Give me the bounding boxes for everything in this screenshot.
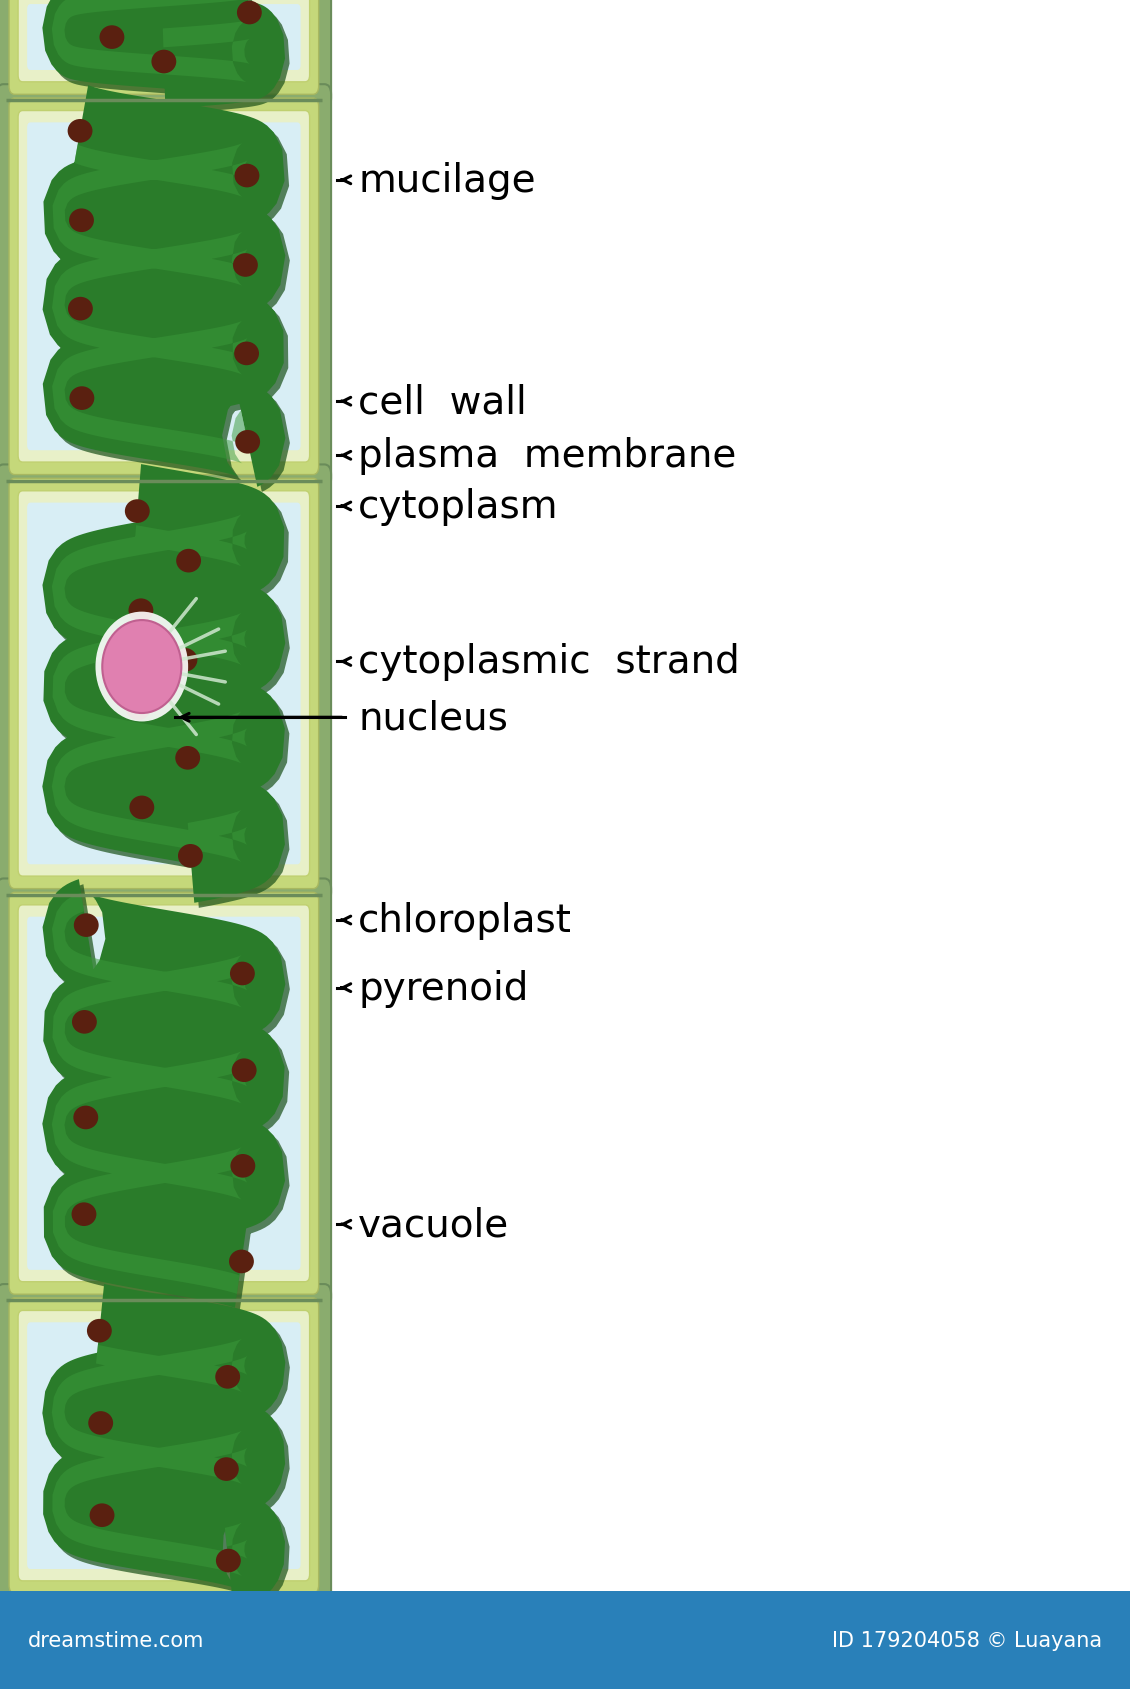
Ellipse shape <box>216 1549 241 1572</box>
Ellipse shape <box>231 1154 255 1177</box>
Ellipse shape <box>125 698 150 721</box>
Text: cytoplasmic  strand: cytoplasmic strand <box>358 644 740 681</box>
Ellipse shape <box>68 297 93 321</box>
Text: plasma  membrane: plasma membrane <box>358 437 737 475</box>
Ellipse shape <box>237 2 262 25</box>
Ellipse shape <box>229 1250 254 1274</box>
Ellipse shape <box>68 120 93 144</box>
Ellipse shape <box>124 500 149 524</box>
Polygon shape <box>52 0 250 83</box>
Ellipse shape <box>88 1412 113 1436</box>
FancyBboxPatch shape <box>27 1322 301 1569</box>
Polygon shape <box>42 464 285 904</box>
Ellipse shape <box>215 1365 240 1388</box>
FancyBboxPatch shape <box>0 878 331 1309</box>
Text: cell  wall: cell wall <box>358 383 527 421</box>
Ellipse shape <box>151 51 176 74</box>
Ellipse shape <box>235 164 260 187</box>
FancyBboxPatch shape <box>18 1311 310 1581</box>
Ellipse shape <box>71 1203 96 1226</box>
Text: ID 179204058 © Luayana: ID 179204058 © Luayana <box>832 1630 1102 1650</box>
FancyBboxPatch shape <box>27 917 301 1270</box>
FancyBboxPatch shape <box>18 111 310 463</box>
Polygon shape <box>52 1339 247 1576</box>
Ellipse shape <box>89 1503 114 1527</box>
Polygon shape <box>46 470 289 909</box>
Ellipse shape <box>234 343 259 367</box>
FancyBboxPatch shape <box>27 123 301 451</box>
Polygon shape <box>42 0 285 110</box>
Text: cytoplasm: cytoplasm <box>358 488 558 525</box>
Text: chloroplast: chloroplast <box>358 902 572 939</box>
FancyBboxPatch shape <box>0 464 331 904</box>
FancyBboxPatch shape <box>9 0 319 95</box>
FancyBboxPatch shape <box>9 893 319 1294</box>
Ellipse shape <box>99 27 124 51</box>
Ellipse shape <box>175 747 200 770</box>
Polygon shape <box>52 893 247 1294</box>
Text: pyrenoid: pyrenoid <box>358 969 529 1007</box>
Bar <box>0 1591 1130 1689</box>
Polygon shape <box>46 1289 290 1613</box>
Ellipse shape <box>232 1059 257 1083</box>
Ellipse shape <box>231 963 255 986</box>
FancyBboxPatch shape <box>27 503 301 865</box>
Text: mucilage: mucilage <box>358 162 536 199</box>
Polygon shape <box>52 144 247 464</box>
FancyBboxPatch shape <box>0 0 331 110</box>
FancyBboxPatch shape <box>18 0 310 83</box>
Text: nucleus: nucleus <box>358 699 508 736</box>
FancyBboxPatch shape <box>0 1284 331 1608</box>
Polygon shape <box>47 91 290 493</box>
Ellipse shape <box>102 622 181 713</box>
Ellipse shape <box>72 1010 97 1034</box>
Ellipse shape <box>176 549 201 573</box>
Ellipse shape <box>69 387 94 410</box>
Polygon shape <box>52 515 247 863</box>
FancyBboxPatch shape <box>18 905 310 1282</box>
FancyBboxPatch shape <box>9 100 319 475</box>
Polygon shape <box>43 86 286 488</box>
Ellipse shape <box>69 209 94 233</box>
Ellipse shape <box>235 431 260 454</box>
Ellipse shape <box>87 1319 112 1343</box>
Ellipse shape <box>214 1458 238 1481</box>
Text: dreamstime.com: dreamstime.com <box>28 1630 205 1650</box>
Ellipse shape <box>129 600 154 623</box>
FancyBboxPatch shape <box>9 1299 319 1593</box>
FancyBboxPatch shape <box>18 491 310 877</box>
Ellipse shape <box>179 844 203 868</box>
Polygon shape <box>42 1284 286 1608</box>
Polygon shape <box>46 0 289 115</box>
Ellipse shape <box>73 914 98 937</box>
FancyBboxPatch shape <box>27 5 301 71</box>
Ellipse shape <box>233 253 258 277</box>
Text: vacuole: vacuole <box>358 1206 510 1243</box>
FancyBboxPatch shape <box>9 480 319 888</box>
Polygon shape <box>46 885 290 1312</box>
Ellipse shape <box>173 649 198 672</box>
Polygon shape <box>42 880 286 1307</box>
Ellipse shape <box>95 613 188 723</box>
Ellipse shape <box>73 1106 98 1130</box>
FancyBboxPatch shape <box>0 84 331 490</box>
Ellipse shape <box>130 796 155 819</box>
